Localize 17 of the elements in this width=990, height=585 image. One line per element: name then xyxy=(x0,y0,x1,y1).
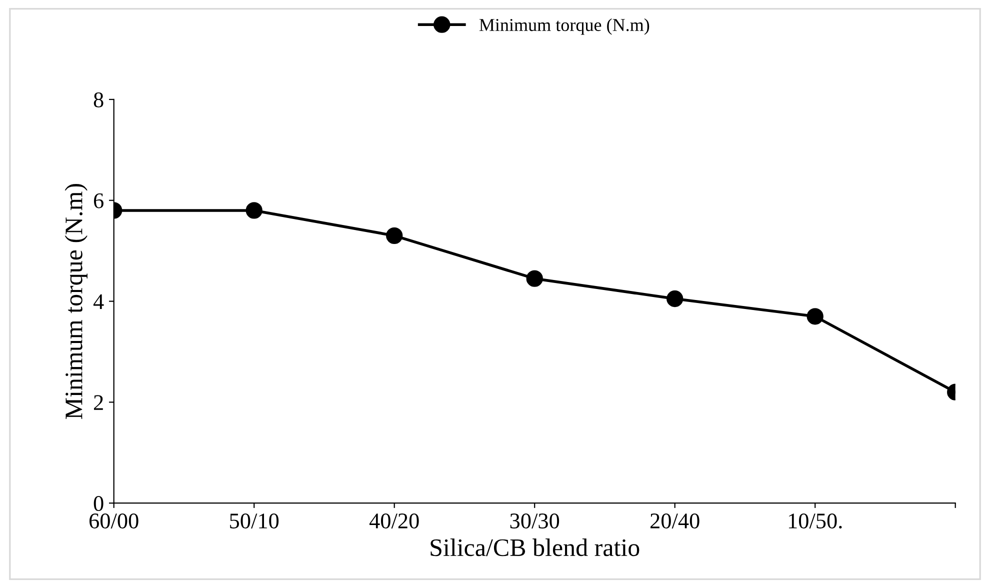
x-axis-title: Silica/CB blend ratio xyxy=(430,538,640,556)
point xyxy=(386,227,403,244)
y-tick-label: 0 xyxy=(94,496,104,512)
y-tick-label: 6 xyxy=(94,193,104,208)
x-tick-label: 20/40 xyxy=(650,513,700,528)
y-tick-label: 4 xyxy=(93,294,104,309)
y-axis-title: Minimum torque (N.m) xyxy=(64,184,88,419)
x-tick-label: 60/00 xyxy=(89,513,138,528)
x-tick-label: 40/20 xyxy=(369,513,419,528)
x-tick-label: 30/30 xyxy=(510,513,560,528)
point xyxy=(526,270,543,287)
y-tick-label: 8 xyxy=(94,92,104,108)
legend-label: Minimum torque (N.m) xyxy=(479,18,650,35)
y-tick-label: 2 xyxy=(94,395,103,410)
point xyxy=(666,290,684,308)
x-tick-label: 10/50. xyxy=(788,513,842,529)
x-tick-label: 50/10 xyxy=(230,513,279,528)
